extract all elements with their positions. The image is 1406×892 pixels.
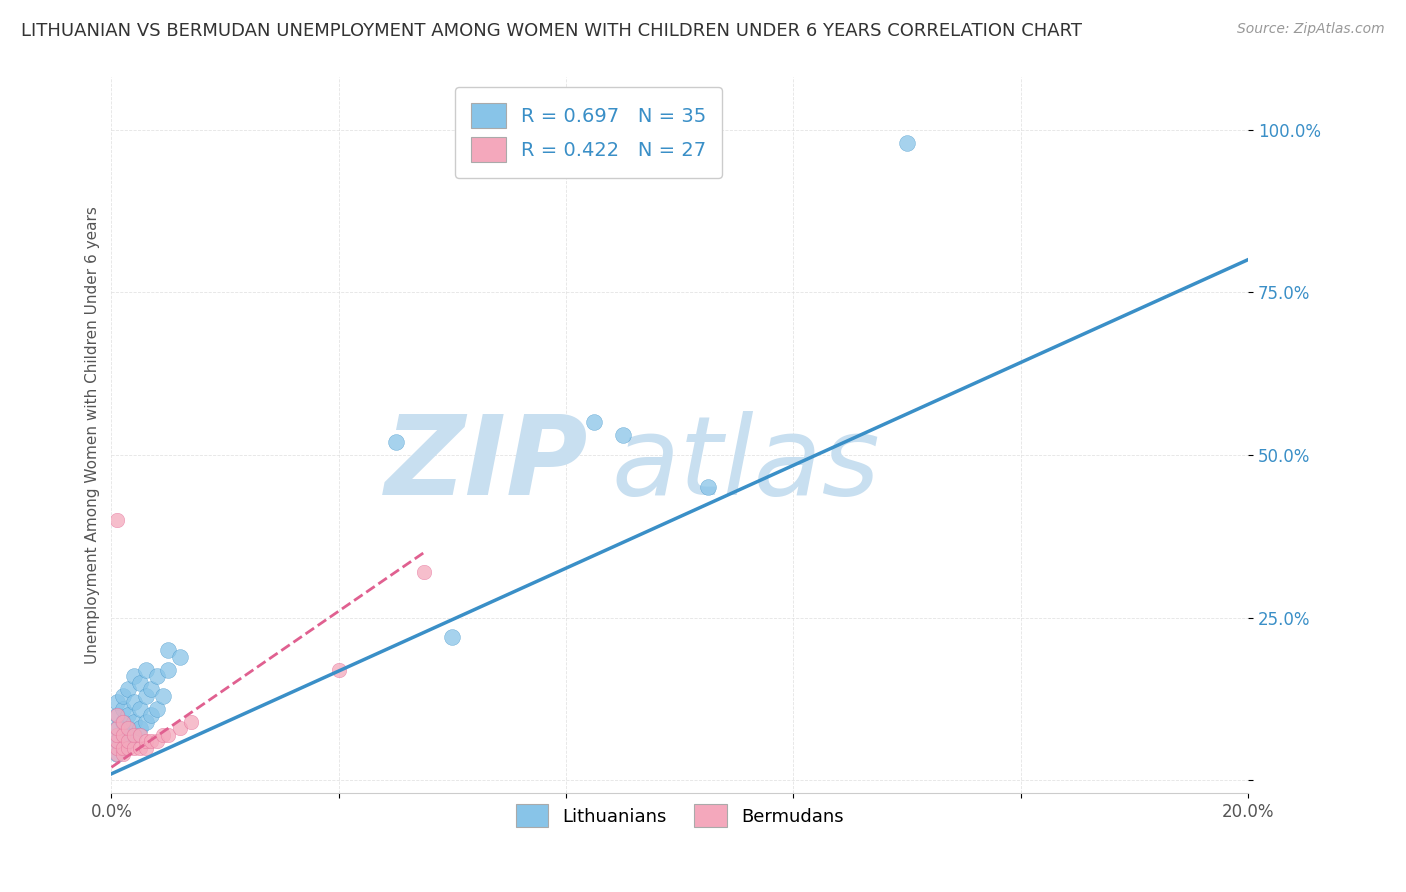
Point [128, 721, 150, 735]
Point [169, 721, 191, 735]
Point [612, 428, 634, 442]
Point [105, 734, 128, 748]
Point [105, 728, 128, 742]
Point [122, 714, 145, 729]
Point [111, 728, 134, 742]
Point [117, 682, 139, 697]
Point [134, 663, 156, 677]
Point [111, 740, 134, 755]
Point [134, 714, 156, 729]
Point [134, 734, 156, 748]
Point [157, 643, 180, 657]
Point [105, 513, 128, 527]
Point [328, 663, 350, 677]
Point [105, 721, 128, 735]
Point [583, 416, 606, 430]
Point [111, 714, 134, 729]
Point [122, 728, 145, 742]
Point [128, 740, 150, 755]
Point [122, 669, 145, 683]
Point [117, 721, 139, 735]
Point [105, 747, 128, 762]
Point [384, 434, 406, 449]
Point [105, 708, 128, 723]
Point [146, 702, 169, 716]
Point [111, 714, 134, 729]
Point [128, 728, 150, 742]
Point [169, 649, 191, 664]
Point [146, 669, 169, 683]
Point [128, 675, 150, 690]
Point [157, 663, 180, 677]
Text: atlas: atlas [612, 410, 880, 517]
Point [122, 695, 145, 709]
Point [111, 728, 134, 742]
Y-axis label: Unemployment Among Women with Children Under 6 years: Unemployment Among Women with Children U… [86, 206, 100, 665]
Point [111, 702, 134, 716]
Point [122, 728, 145, 742]
Point [141, 734, 163, 748]
Point [128, 702, 150, 716]
Point [152, 728, 174, 742]
Point [413, 565, 436, 579]
Point [141, 682, 163, 697]
Point [134, 689, 156, 703]
Point [105, 734, 128, 748]
Point [117, 721, 139, 735]
Point [152, 689, 174, 703]
Point [180, 714, 202, 729]
Point [117, 708, 139, 723]
Point [157, 728, 180, 742]
Point [117, 734, 139, 748]
Text: Source: ZipAtlas.com: Source: ZipAtlas.com [1237, 22, 1385, 37]
Point [146, 734, 169, 748]
Text: ZIP: ZIP [385, 410, 589, 517]
Point [105, 740, 128, 755]
Point [111, 689, 134, 703]
Point [122, 740, 145, 755]
Legend: Lithuanians, Bermudans: Lithuanians, Bermudans [509, 797, 851, 834]
Point [896, 136, 918, 150]
Point [117, 740, 139, 755]
Text: LITHUANIAN VS BERMUDAN UNEMPLOYMENT AMONG WOMEN WITH CHILDREN UNDER 6 YEARS CORR: LITHUANIAN VS BERMUDAN UNEMPLOYMENT AMON… [21, 22, 1083, 40]
Point [441, 630, 464, 644]
Point [141, 708, 163, 723]
Point [111, 747, 134, 762]
Point [105, 708, 128, 723]
Point [134, 740, 156, 755]
Point [105, 721, 128, 735]
Point [111, 740, 134, 755]
Point [697, 480, 720, 494]
Point [117, 734, 139, 748]
Point [105, 695, 128, 709]
Point [105, 747, 128, 762]
